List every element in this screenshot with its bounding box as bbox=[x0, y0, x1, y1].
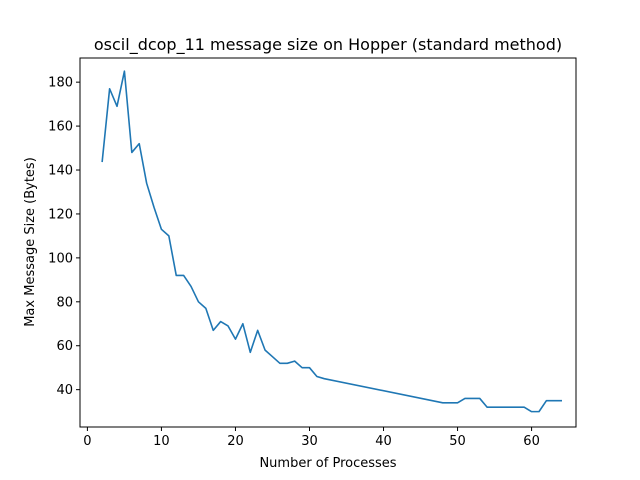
x-tick-label: 40 bbox=[375, 434, 392, 449]
x-tick-label: 50 bbox=[449, 434, 466, 449]
x-axis-label: Number of Processes bbox=[259, 456, 396, 471]
chart-title: oscil_dcop_11 message size on Hopper (st… bbox=[94, 35, 562, 55]
x-tick-label: 0 bbox=[83, 434, 91, 449]
y-tick-label: 180 bbox=[48, 76, 73, 91]
y-tick-label: 160 bbox=[48, 120, 73, 135]
y-axis-label: Max Message Size (Bytes) bbox=[23, 157, 38, 327]
plot-background bbox=[80, 58, 576, 427]
y-tick-label: 60 bbox=[56, 339, 73, 354]
y-tick-label: 80 bbox=[56, 295, 73, 310]
series-line-0 bbox=[101, 70, 562, 413]
y-tick-label: 100 bbox=[48, 251, 73, 266]
y-tick-label: 120 bbox=[48, 207, 73, 222]
y-tick-label: 140 bbox=[48, 164, 73, 179]
x-tick-label: 60 bbox=[523, 434, 540, 449]
x-axis-ticks: 0 10 20 30 40 50 60 bbox=[83, 427, 540, 449]
x-tick-label: 10 bbox=[153, 434, 170, 449]
plot-frame bbox=[79, 57, 577, 428]
y-tick-label: 40 bbox=[56, 383, 73, 398]
y-axis-ticks: 40 60 80 100 120 140 160 180 bbox=[48, 76, 80, 398]
series-layer bbox=[101, 70, 562, 413]
x-tick-label: 20 bbox=[227, 434, 244, 449]
x-tick-label: 30 bbox=[301, 434, 318, 449]
